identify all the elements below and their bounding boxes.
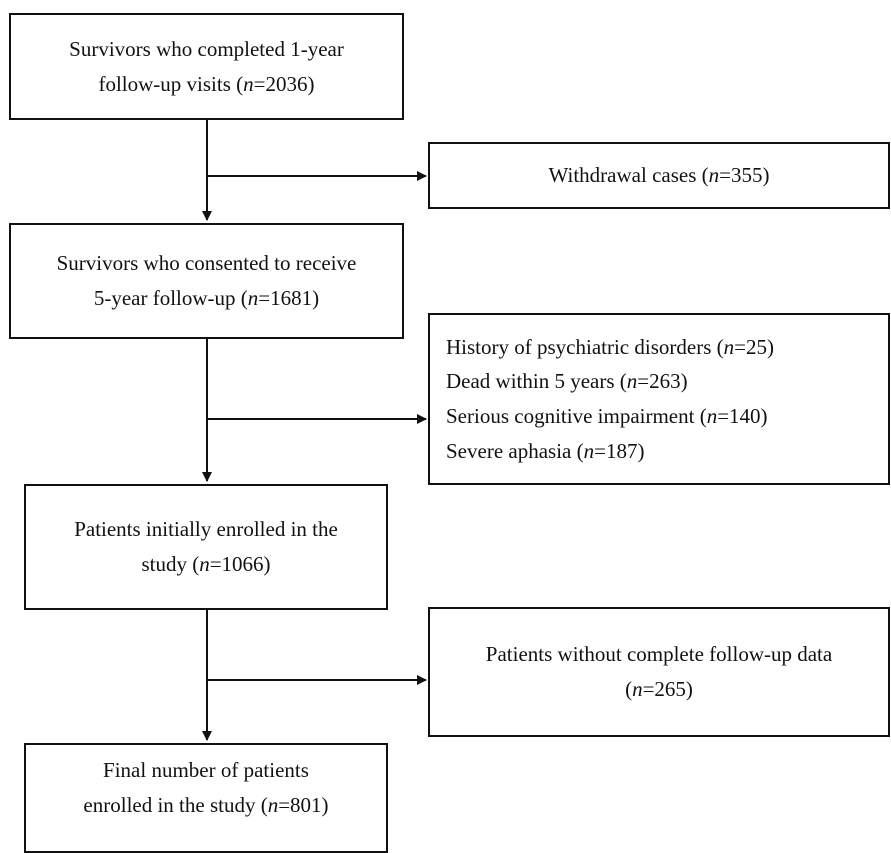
box-incomplete-data: Patients without complete follow-up data… [428,607,890,737]
box-exclusions: History of psychiatric disorders (n=25) … [428,313,890,485]
exclusion-dead: Dead within 5 years (n=263) [446,369,688,394]
exclusion-cognitive: Serious cognitive impairment (n=140) [446,404,768,428]
box-withdrawal-text: Withdrawal cases (n=355) [548,163,770,188]
exclusion-psychiatric: History of psychiatric disorders (n=25) [446,334,774,359]
box-final-enrolled: Final number of patients enrolled in the… [24,743,388,853]
box-completed-follow-up: Survivors who completed 1-year follow-up… [9,13,404,120]
box-incomplete-line2: (n=265) [625,677,693,701]
exclusion-aphasia: Severe aphasia (n=187) [446,438,645,463]
box-completed-line1: Survivors who completed 1-year [69,36,344,61]
box-consented-line1: Survivors who consented to receive [56,251,357,276]
box-withdrawal: Withdrawal cases (n=355) [428,142,890,209]
box-initial-line1: Patients initially enrolled in the [74,517,338,542]
box-final-line1: Final number of patients [103,758,309,782]
box-final-line2: enrolled in the study (n=801) [83,792,329,817]
box-initial-line2: study (n=1066) [141,552,271,576]
box-consented-line2: 5-year follow-up (n=1681) [93,286,320,310]
box-completed-line2: follow-up visits (n=2036) [98,71,315,96]
box-initially-enrolled: Patients initially enrolled in the study… [24,484,388,610]
box-incomplete-line1: Patients without complete follow-up data [485,642,833,667]
box-consented: Survivors who consented to receive 5-yea… [9,223,404,339]
